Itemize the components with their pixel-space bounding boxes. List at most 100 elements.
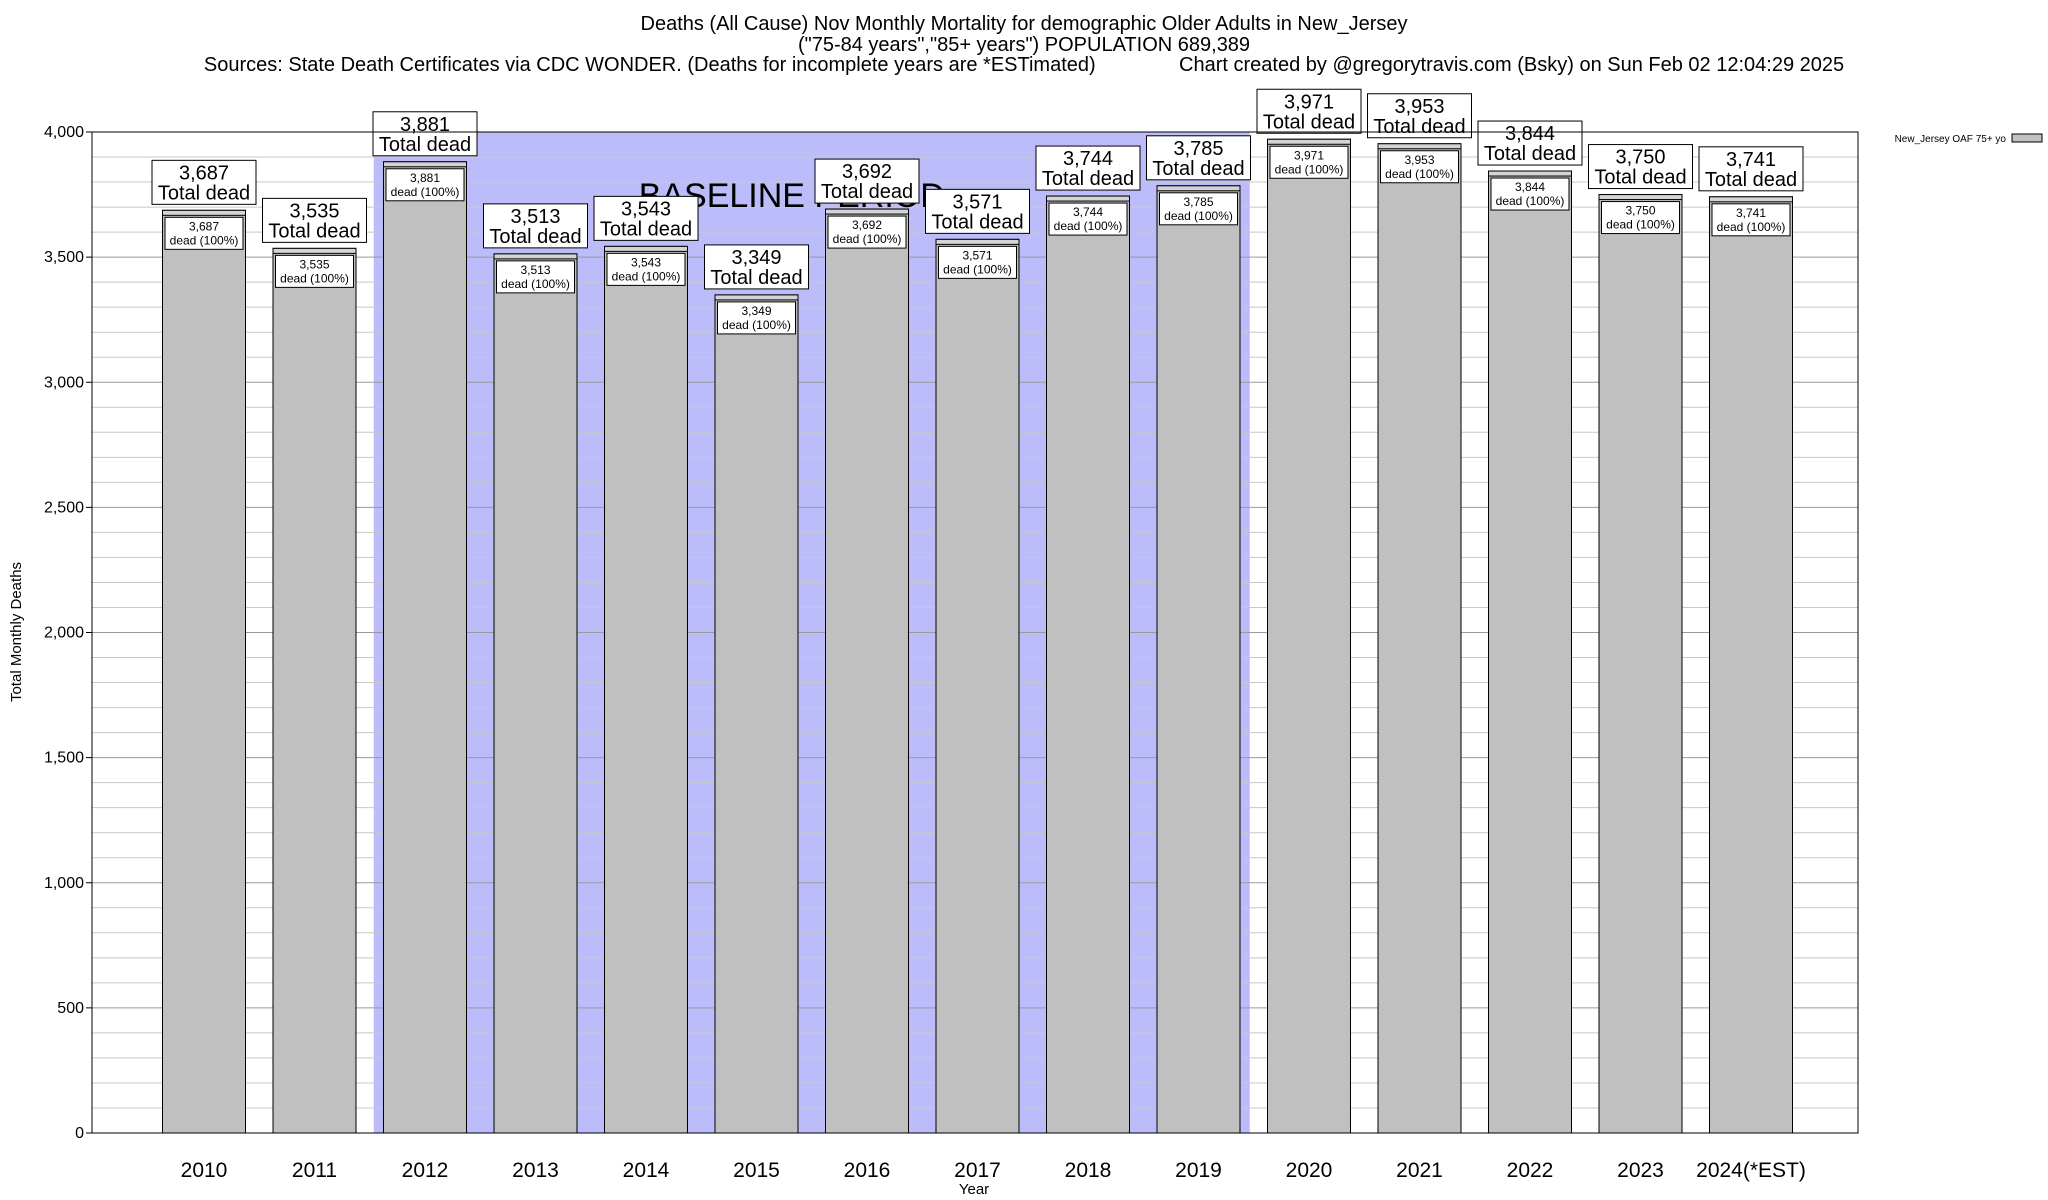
x-tick-label: 2022 [1507,1159,1554,1182]
bar-inner-label-box [1601,201,1680,235]
bar-top-total-label: Total dead [1705,169,1797,191]
x-tick-label: 2020 [1286,1159,1333,1182]
bar-inner-value-label: 3,881 [410,171,440,185]
bar-top-total-label: Total dead [710,267,802,289]
x-tick-label: 2010 [181,1159,228,1182]
bar-cap [1046,195,1130,202]
bar-inner-value-label: 3,744 [1073,205,1103,219]
bar-inner-label-box [164,216,244,250]
bar [825,208,909,1134]
bar-inner-label-box [1711,203,1791,237]
bar-cap [383,161,467,168]
bar-top-label-box [704,244,809,290]
bar [714,294,799,1134]
bar-inner-value-label: 3,571 [962,248,992,262]
x-tick-label: 2012 [402,1159,449,1182]
bar-top-total-label: Total dead [931,211,1023,233]
bar-inner-label-box [717,301,796,335]
bar-top-label-box [925,188,1030,234]
bar-inner-value-label: 3,750 [1625,204,1655,218]
chart-subtitle: ("75-84 years","85+ years") POPULATION 6… [797,34,1251,56]
bar [162,209,246,1134]
bar [1156,185,1241,1134]
bar-cap [1488,170,1572,177]
bar-top-value-label: 3,687 [179,162,229,184]
y-tick-label: 2,500 [44,499,84,516]
x-tick-label: 2016 [844,1159,891,1182]
bar [1709,196,1793,1134]
bar [383,161,467,1134]
bar [1488,170,1572,1134]
legend-entry-label: New_Jersey OAF 75+ yo [1895,134,2007,145]
bar-top-label-box [1588,144,1693,190]
y-tick-label: 4,000 [44,124,84,141]
bar-top-value-label: 3,571 [952,191,1002,213]
bar-top-label-box [1477,120,1583,166]
x-tick-label: 2023 [1617,1159,1664,1182]
bar-inner-value-label: 3,971 [1294,148,1324,162]
y-tick-label: 1,500 [44,750,84,767]
chart-sources-line: Sources: State Death Certificates via CD… [0,54,2048,76]
bar-cap [1267,138,1351,145]
bar-cap [604,245,688,252]
bar-inner-value-label: 3,844 [1515,180,1545,194]
bar-inner-value-label: 3,953 [1404,153,1434,167]
y-tick-label: 0 [75,1125,84,1142]
bar-top-label-box [1698,146,1804,192]
bar-cap [1709,196,1793,203]
bar-cap [1598,194,1683,201]
bar-top-total-label: Total dead [1042,168,1134,190]
bar [1267,138,1351,1134]
bar-inner-label-box [385,168,465,202]
bar-top-value-label: 3,513 [510,206,560,228]
bar-inner-value-label: 3,543 [631,255,661,269]
bar-top-total-label: Total dead [821,181,913,203]
bar-cap [162,209,246,216]
bar-top-label-box [262,197,367,243]
bar-cap [272,247,357,254]
bar-cap [825,208,909,215]
bar [1598,194,1683,1134]
bar-top-value-label: 3,535 [289,200,339,222]
x-tick-label: 2024(*EST) [1696,1159,1806,1182]
bar-cap [935,238,1020,245]
bar-top-total-label: Total dead [1484,143,1576,165]
x-tick-label: 2021 [1396,1159,1443,1182]
bar-top-value-label: 3,349 [731,247,781,269]
bar-inner-value-label: 3,687 [189,219,219,233]
x-tick-label: 2014 [623,1159,670,1182]
x-tick-label: 2013 [512,1159,559,1182]
bar-top-value-label: 3,844 [1505,123,1555,145]
bar-inner-percent-label: dead (100%) [501,277,570,291]
y-tick-label: 500 [57,1000,84,1017]
bar-top-value-label: 3,744 [1063,148,1113,170]
bar-top-label-box [372,111,478,157]
bar-top-value-label: 3,881 [400,114,450,136]
y-tick-label: 2,000 [44,625,84,642]
bar-inner-percent-label: dead (100%) [391,185,460,199]
bar-top-label-box [1256,88,1362,134]
bar-top-total-label: Total dead [158,182,250,204]
y-tick-label: 1,000 [44,875,84,892]
bar-inner-percent-label: dead (100%) [1164,209,1233,223]
bar-top-label-box [814,158,920,204]
bar-inner-percent-label: dead (100%) [943,262,1012,276]
bar-inner-value-label: 3,349 [741,304,771,318]
bar-inner-percent-label: dead (100%) [1385,167,1454,181]
x-tick-label: 2017 [954,1159,1001,1182]
bar-inner-label-box [275,254,354,288]
chart-credit: Chart created by @gregorytravis.com (Bsk… [1179,54,1845,76]
